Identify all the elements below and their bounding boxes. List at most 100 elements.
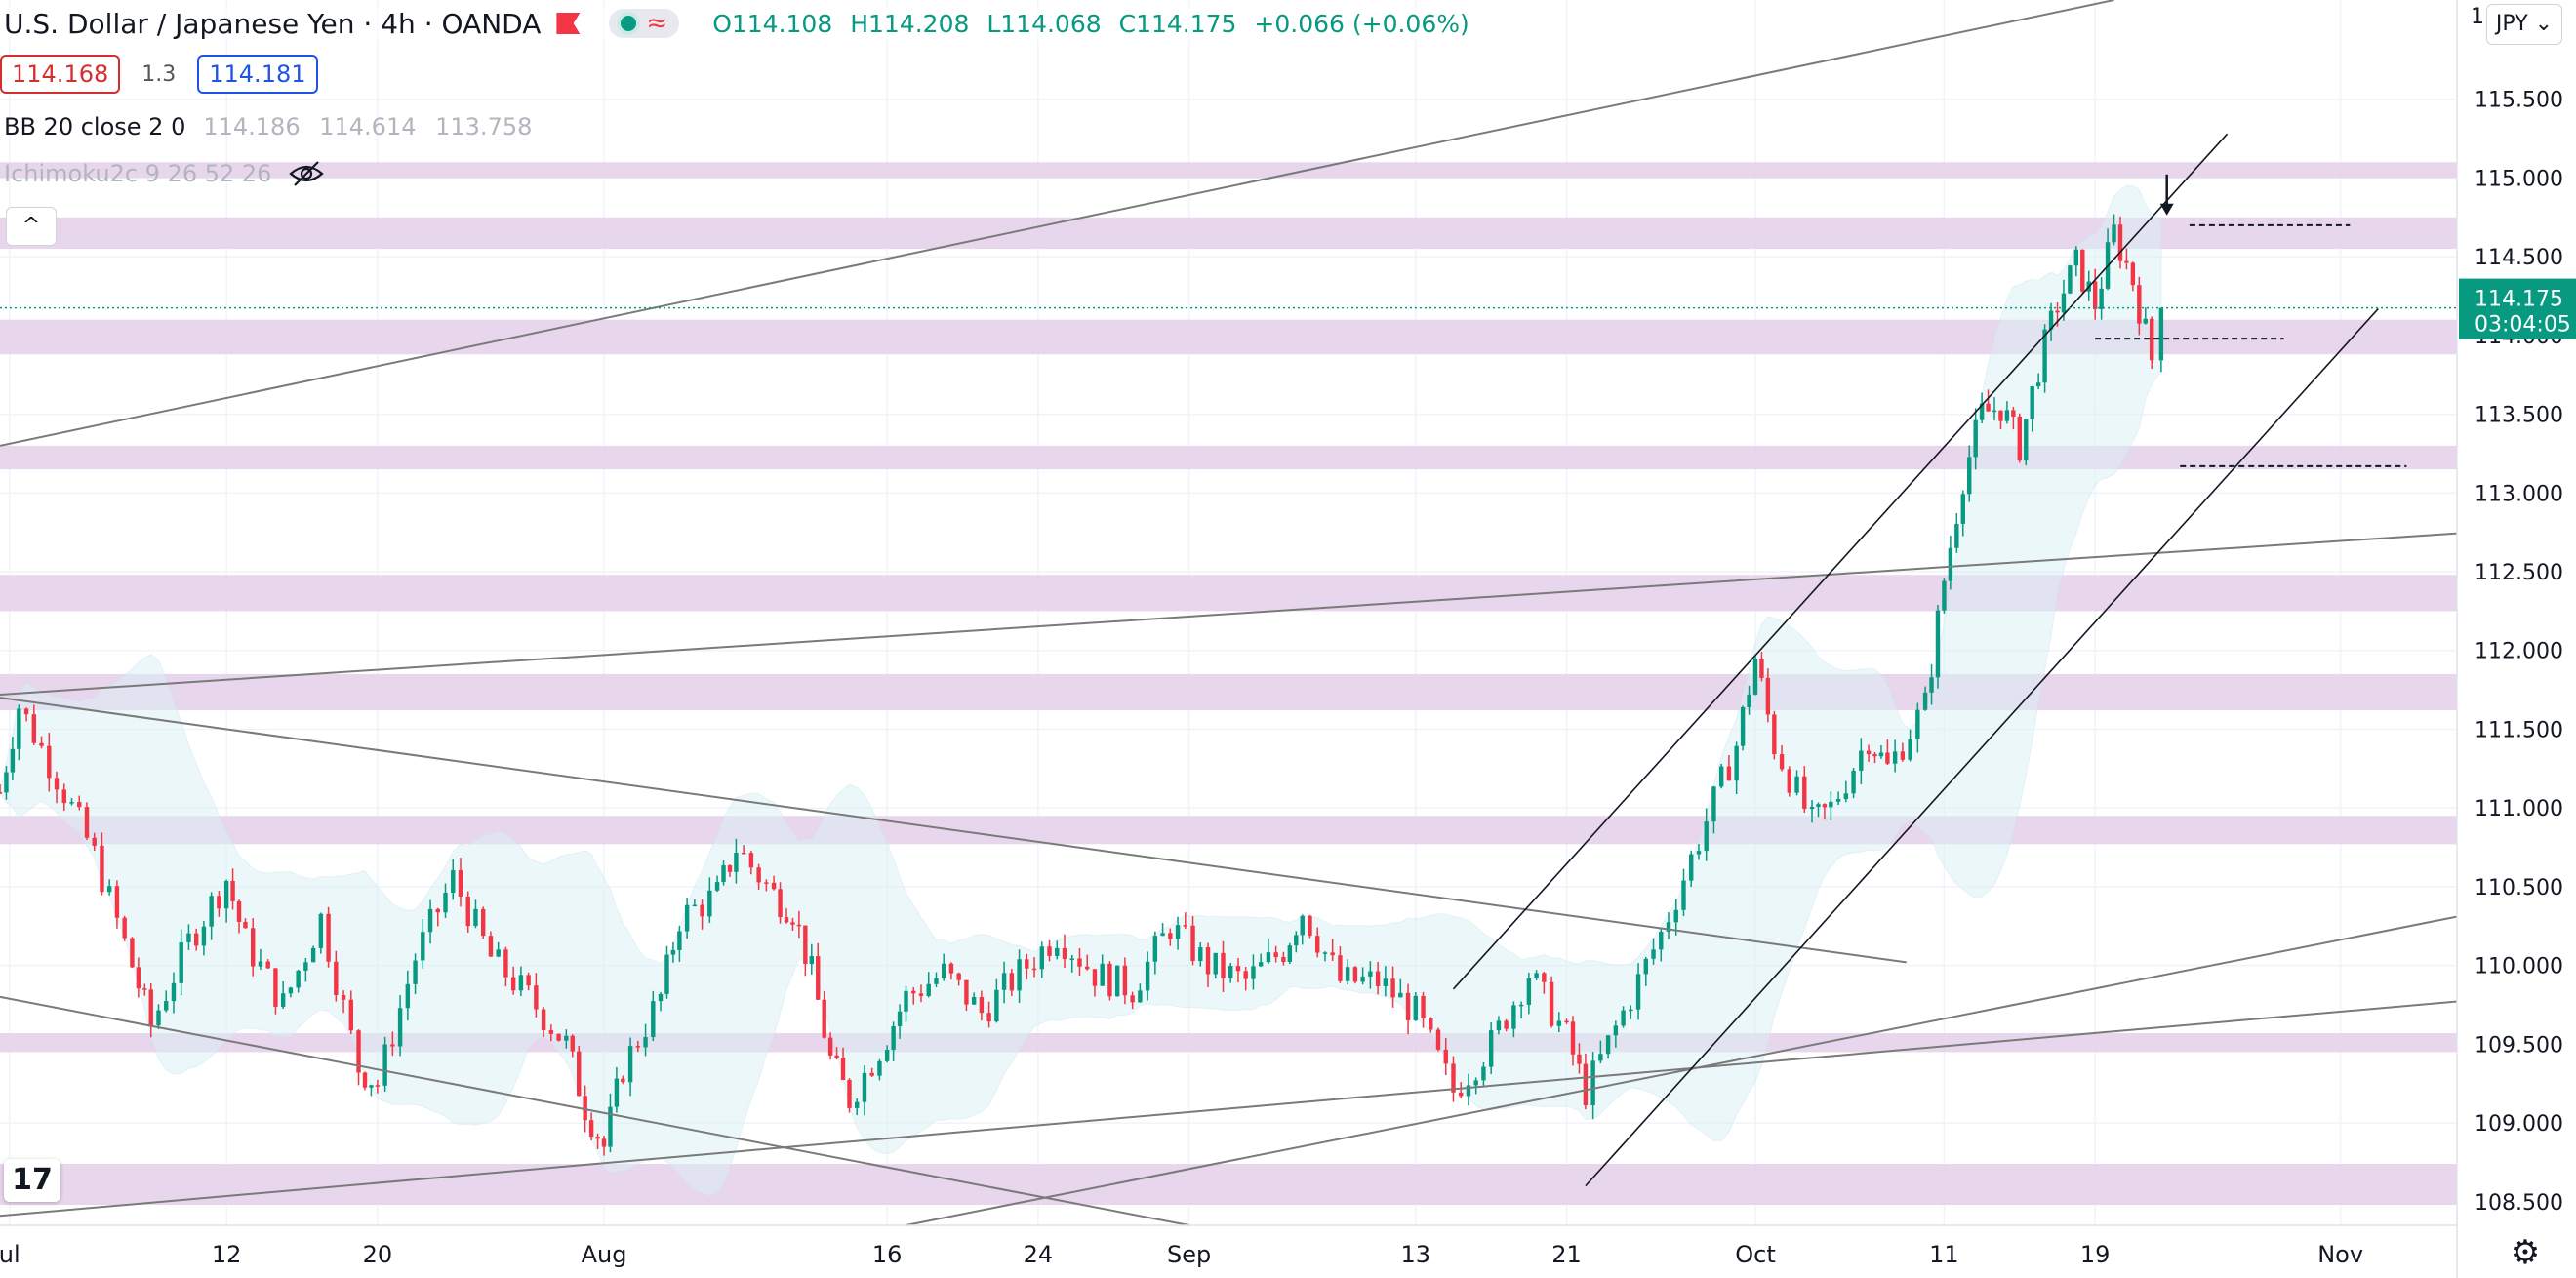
candle-body [748, 853, 754, 868]
trendline[interactable] [0, 531, 2474, 696]
candle [106, 879, 112, 896]
candle [1294, 931, 1299, 953]
candle-body [17, 708, 21, 749]
candle-body [816, 956, 821, 1000]
candle [588, 1112, 594, 1141]
candle-body [1055, 947, 1060, 956]
candle-body [136, 967, 141, 989]
candle-body [796, 924, 802, 927]
candle [356, 1029, 361, 1086]
trendline[interactable] [0, 999, 2474, 1218]
candle [1779, 745, 1785, 772]
candle-body [1583, 1063, 1589, 1106]
candle [2130, 261, 2136, 292]
candle [164, 990, 169, 1013]
arrow-marker-head[interactable] [2159, 203, 2174, 216]
candle [1967, 445, 1972, 502]
candle-body [948, 963, 954, 974]
candle [1885, 739, 1890, 766]
currency-select[interactable]: JPY ⌄ [2486, 4, 2562, 45]
candle-body [1752, 659, 1758, 695]
eye-off-icon[interactable] [287, 160, 326, 187]
candle [171, 972, 177, 1014]
sell-button[interactable]: 114.168 [0, 55, 121, 94]
collapse-legend-button[interactable]: ^ [6, 207, 57, 246]
candle [1228, 963, 1233, 983]
candle [100, 832, 104, 896]
flag-icon[interactable] [556, 13, 581, 34]
candle [69, 798, 74, 806]
tradingview-logo-icon[interactable]: 17 [4, 1159, 60, 1202]
candle-body [1765, 677, 1771, 715]
candle-body [2048, 310, 2054, 330]
candle [1368, 961, 1373, 989]
candle [827, 1032, 833, 1060]
candle [1345, 959, 1350, 985]
candle [1787, 766, 1792, 797]
indicator-bb-legend[interactable]: BB 20 close 2 0 114.186 114.614 113.758 [0, 113, 543, 140]
candle-body [217, 896, 221, 909]
trendline[interactable] [0, 0, 2114, 447]
candle-body [918, 993, 924, 996]
candle [1281, 951, 1286, 966]
candle [265, 959, 270, 969]
candle [1145, 951, 1150, 1001]
trendline[interactable] [0, 995, 1189, 1226]
symbol-legend[interactable]: U.S. Dollar / Japanese Yen · 4h · OANDA … [0, 6, 1479, 41]
price-tick-label: 109.500 [2475, 1033, 2563, 1058]
candle-body [2061, 293, 2067, 313]
candle-body [2011, 410, 2016, 417]
candle-body [31, 714, 37, 743]
candle-body [877, 1060, 882, 1076]
buy-button[interactable]: 114.181 [197, 55, 318, 94]
candle [193, 928, 199, 951]
candle [635, 1040, 641, 1053]
candle-body [834, 1055, 839, 1058]
price-axis[interactable]: 115.500115.000114.500114.000113.500113.0… [2456, 0, 2576, 1278]
last-price-value: 114.175 [2475, 288, 2563, 312]
candle-body [1942, 580, 1947, 611]
market-status-pill[interactable]: ≈ [609, 9, 680, 38]
time-tick-label: 21 [1551, 1241, 1582, 1268]
candle [518, 966, 524, 997]
candle [741, 845, 746, 855]
candle-body [1613, 1025, 1619, 1036]
candle-body [1273, 952, 1278, 958]
settings-gear-icon[interactable]: ⚙ [2510, 1233, 2541, 1272]
candle [421, 918, 425, 969]
candle [61, 783, 66, 812]
candle [1429, 1017, 1433, 1033]
candle [1577, 1043, 1582, 1074]
candle-body [1443, 1049, 1448, 1064]
candle [1221, 940, 1226, 992]
price-tick-label: 112.500 [2475, 561, 2563, 585]
candle-body [251, 928, 256, 967]
channel-line[interactable] [1452, 133, 2229, 990]
time-tick-label: 24 [1024, 1241, 1054, 1268]
candle-body [911, 990, 916, 994]
candle-body [771, 882, 777, 890]
time-axis[interactable]: ul 12 20 Aug 16 24 Sep 13 21 Oct 11 19 Nov [0, 1224, 2457, 1268]
trendline[interactable] [906, 912, 2474, 1226]
candle-body [1160, 933, 1165, 937]
indicator-ichimoku-legend[interactable]: Ichimoku2c 9 26 52 26 [0, 160, 326, 187]
candle [926, 972, 931, 998]
candle-body [658, 993, 664, 1002]
symbol-interval: 4h [381, 7, 416, 40]
symbol-title[interactable]: U.S. Dollar / Japanese Yen · 4h · OANDA [4, 7, 542, 40]
candle [1696, 844, 1702, 860]
candle-body [1243, 971, 1248, 979]
channel-line[interactable] [1585, 307, 2379, 1187]
candle-body [1122, 965, 1128, 996]
trendline[interactable] [0, 697, 1907, 964]
candle [1752, 655, 1758, 696]
candle-body [1859, 750, 1864, 771]
candle-body [1001, 973, 1007, 990]
candle [778, 882, 783, 924]
candle [2080, 249, 2085, 295]
candle-body [1866, 750, 1872, 755]
drawn-trendlines[interactable] [0, 0, 2474, 1226]
candle-body [1504, 1020, 1509, 1029]
candle-body [1481, 1066, 1486, 1081]
